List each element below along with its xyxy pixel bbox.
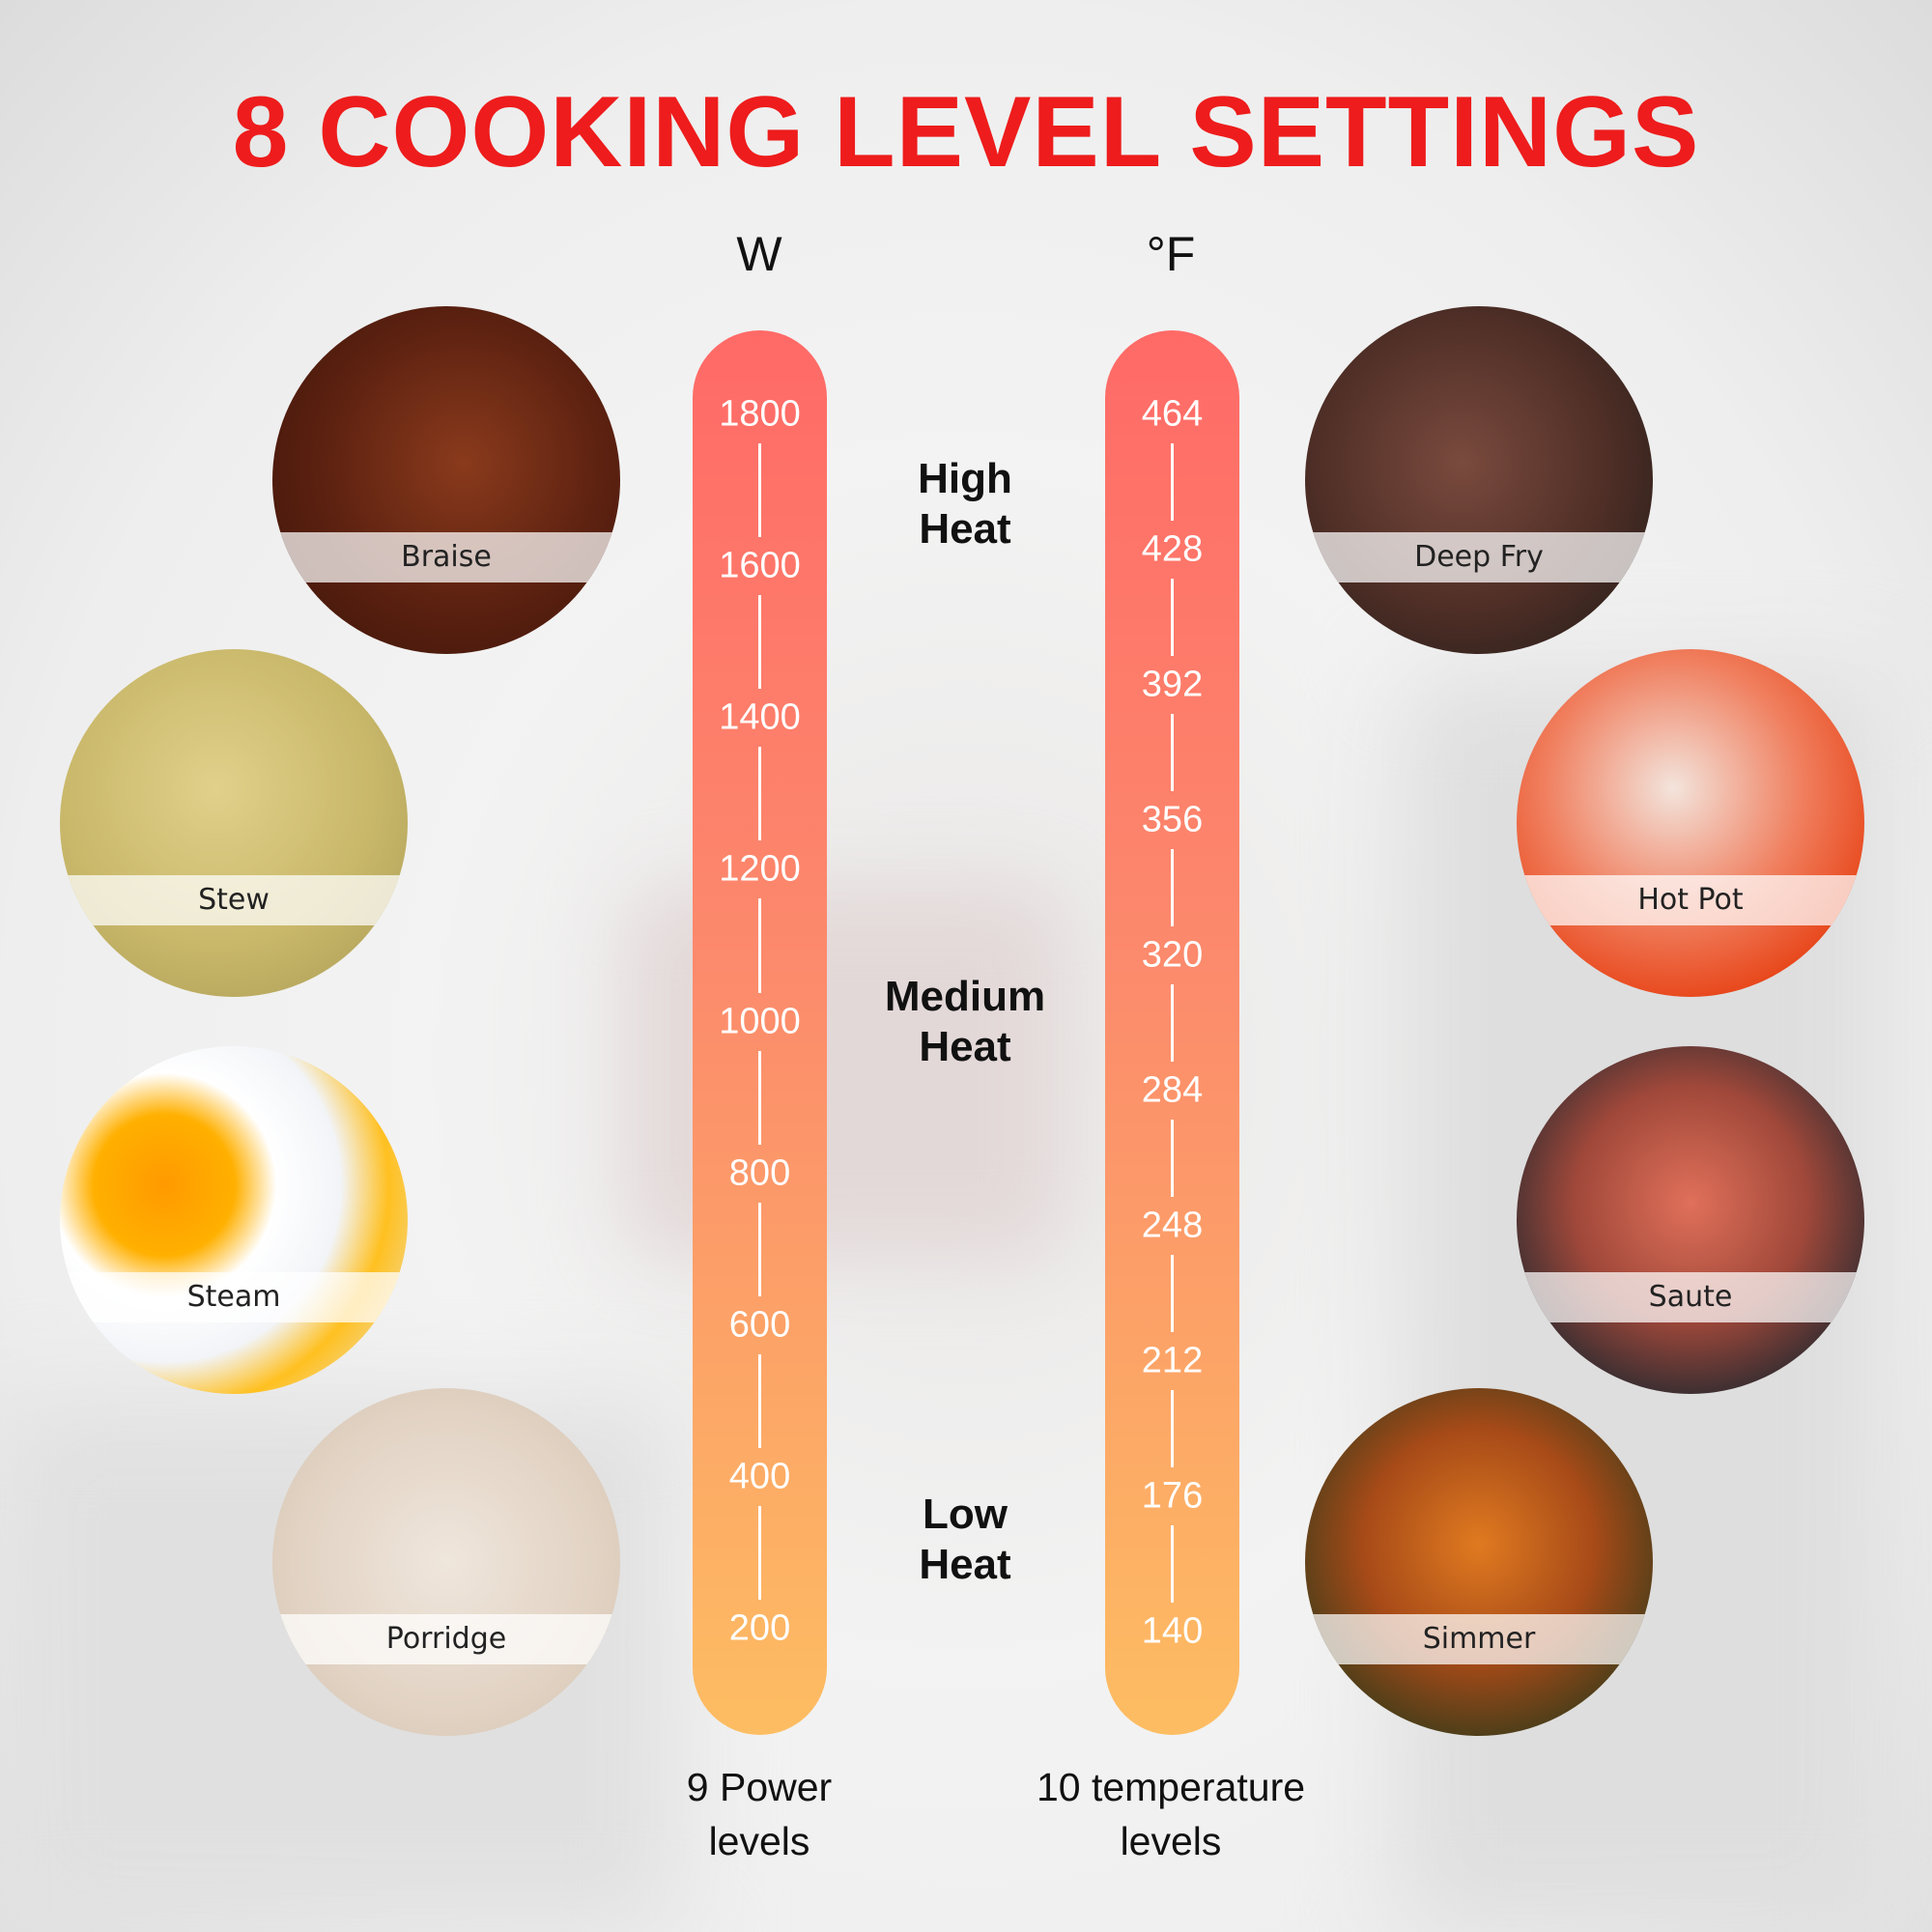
scale-connector-line: [1171, 1390, 1174, 1467]
deep-fry-image: Deep Fry: [1305, 306, 1653, 654]
scale-connector-line: [758, 443, 761, 538]
scale-connector-line: [758, 747, 761, 841]
power-tick-label: 1600: [719, 545, 801, 586]
temperature-tick-label: 284: [1141, 1069, 1204, 1111]
mode-label: Stew: [60, 875, 408, 925]
power-tick-label: 800: [728, 1152, 791, 1194]
temperature-scale-bar: 464 428 392 356 320 284 248 212 176 140: [1105, 330, 1239, 1735]
temperature-tick-label: 392: [1141, 664, 1204, 705]
scale-connector-line: [1171, 579, 1174, 656]
heat-label-line: Heat: [919, 1023, 1011, 1070]
heat-label-line: Heat: [919, 505, 1011, 553]
power-tick-label: 1000: [719, 1001, 801, 1041]
medium-heat-label: Medium Heat: [839, 972, 1091, 1072]
saute-image: Saute: [1517, 1046, 1864, 1394]
simmer-image: Simmer: [1305, 1388, 1653, 1736]
power-tick-label: 200: [728, 1607, 791, 1649]
power-levels-caption: 9 Power levels: [566, 1760, 952, 1868]
heat-label-line: Medium: [884, 973, 1046, 1020]
scale-connector-line: [1171, 1120, 1174, 1197]
power-scale-bar: 1800 1600 1400 1200 1000 800 600 400 200: [693, 330, 827, 1735]
scale-connector-line: [758, 595, 761, 690]
temperature-tick-label: 248: [1141, 1205, 1204, 1246]
power-tick-label: 600: [728, 1304, 791, 1346]
scale-connector-line: [758, 1353, 761, 1448]
power-tick-label: 1200: [719, 848, 801, 890]
power-tick-label: 1800: [719, 393, 801, 435]
mode-label: Steam: [60, 1272, 408, 1322]
scale-connector-line: [758, 1505, 761, 1600]
temperature-tick-label: 320: [1141, 934, 1204, 976]
steam-image: Steam: [60, 1046, 408, 1394]
power-unit: W: [736, 227, 782, 281]
scale-connector-line: [1171, 1255, 1174, 1332]
mode-label: Deep Fry: [1305, 532, 1653, 582]
heat-label-line: High: [918, 455, 1012, 502]
scale-connector-line: [1171, 714, 1174, 791]
temperature-tick-label: 428: [1141, 528, 1204, 570]
caption-line: levels: [708, 1819, 810, 1863]
mode-label: Braise: [272, 532, 620, 582]
mode-label: Hot Pot: [1517, 875, 1864, 925]
scale-connector-line: [758, 1202, 761, 1296]
hot-pot-image: Hot Pot: [1517, 649, 1864, 997]
stew-image: Stew: [60, 649, 408, 997]
temperature-levels-caption: 10 temperature levels: [978, 1760, 1364, 1868]
temperature-tick-label: 464: [1141, 393, 1204, 435]
heat-label-line: Low: [923, 1491, 1008, 1538]
high-heat-label: High Heat: [839, 454, 1091, 554]
heat-label-line: Heat: [919, 1541, 1011, 1588]
caption-line: 9 Power: [686, 1765, 833, 1809]
scale-connector-line: [758, 1050, 761, 1145]
temperature-tick-label: 140: [1141, 1610, 1204, 1652]
scale-connector-line: [1171, 443, 1174, 521]
temperature-tick-label: 176: [1141, 1475, 1204, 1517]
porridge-image: Porridge: [272, 1388, 620, 1736]
scale-connector-line: [1171, 984, 1174, 1062]
braise-image: Braise: [272, 306, 620, 654]
mode-label: Porridge: [272, 1614, 620, 1664]
temperature-tick-label: 356: [1141, 799, 1204, 840]
scale-connector-line: [1171, 849, 1174, 926]
temperature-tick-label: 212: [1141, 1340, 1204, 1381]
scale-connector-line: [1171, 1525, 1174, 1603]
scale-connector-line: [758, 898, 761, 993]
power-tick-label: 400: [728, 1456, 791, 1497]
mode-label: Saute: [1517, 1272, 1864, 1322]
page-title: 8 COOKING LEVEL SETTINGS: [232, 76, 1700, 188]
caption-line: levels: [1120, 1819, 1222, 1863]
temperature-unit: °F: [1146, 227, 1196, 281]
low-heat-label: Low Heat: [839, 1490, 1091, 1590]
caption-line: 10 temperature: [1036, 1765, 1306, 1809]
mode-label: Simmer: [1305, 1614, 1653, 1664]
power-tick-label: 1400: [719, 696, 801, 738]
